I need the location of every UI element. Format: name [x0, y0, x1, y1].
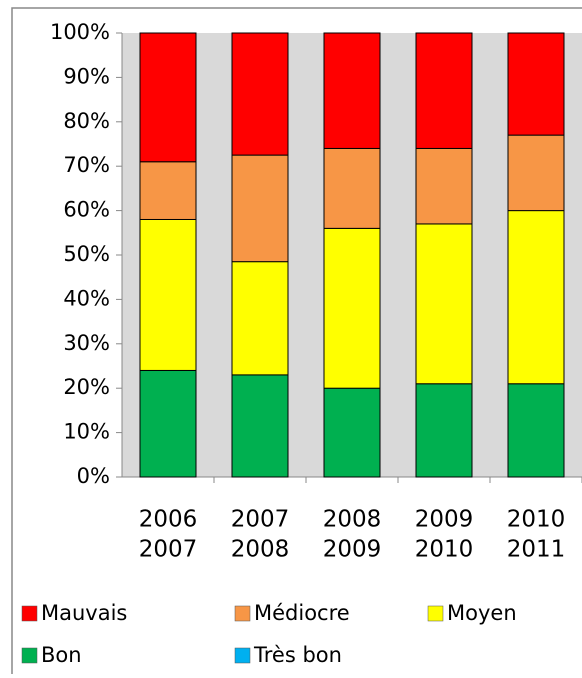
x-tick-label: 2008	[323, 507, 382, 533]
bar-segment	[139, 218, 197, 371]
bar-segment	[415, 32, 473, 149]
bar-segment	[507, 383, 565, 478]
x-tick-label: 2011	[507, 537, 566, 563]
legend-swatch	[21, 605, 38, 622]
y-tick-label: 100%	[50, 20, 110, 44]
legend-swatch	[427, 605, 444, 622]
bar-segment	[323, 32, 381, 149]
y-tick-label: 40%	[63, 286, 110, 310]
bar-segment	[507, 134, 565, 212]
bar-segment	[415, 147, 473, 225]
legend-label: Moyen	[447, 601, 517, 625]
y-tick-label: 80%	[63, 109, 110, 133]
chart-border	[11, 7, 582, 678]
y-tick-label: 50%	[63, 242, 110, 266]
legend-swatch	[21, 647, 38, 664]
bar-segment	[415, 223, 473, 385]
bar-segment	[323, 227, 381, 389]
y-tick-label: 60%	[63, 198, 110, 222]
y-tick-label: 30%	[63, 331, 110, 355]
bar-segment	[507, 210, 565, 385]
y-tick-label: 20%	[63, 375, 110, 399]
x-tick-label: 2010	[507, 507, 566, 533]
x-tick-label: 2008	[231, 537, 290, 563]
legend-label: Médiocre	[254, 601, 350, 625]
x-tick-label: 2009	[323, 537, 382, 563]
bar-segment	[231, 32, 289, 156]
bar-segment	[231, 374, 289, 478]
bar-segment	[139, 369, 197, 478]
legend-swatch	[234, 647, 251, 664]
bar-segment	[139, 32, 197, 163]
y-tick-label: 70%	[63, 153, 110, 177]
x-tick-label: 2009	[415, 507, 474, 533]
x-tick-label: 2007	[231, 507, 290, 533]
y-tick-label: 0%	[77, 464, 110, 488]
bar-segment	[323, 147, 381, 229]
y-tick-label: 90%	[63, 64, 110, 88]
legend-label: Mauvais	[41, 601, 127, 625]
legend-label: Très bon	[253, 643, 342, 667]
bar-segment	[507, 32, 565, 136]
x-tick-label: 2010	[415, 537, 474, 563]
bar-segment	[231, 261, 289, 376]
legend-label: Bon	[41, 643, 82, 667]
bar-segment	[139, 161, 197, 220]
bar-segment	[323, 387, 381, 478]
x-tick-label: 2006	[139, 507, 198, 533]
y-tick-label: 10%	[63, 420, 110, 444]
x-tick-label: 2007	[139, 537, 198, 563]
legend-swatch	[234, 605, 251, 622]
bar-segment	[231, 154, 289, 263]
bar-segment	[415, 383, 473, 478]
